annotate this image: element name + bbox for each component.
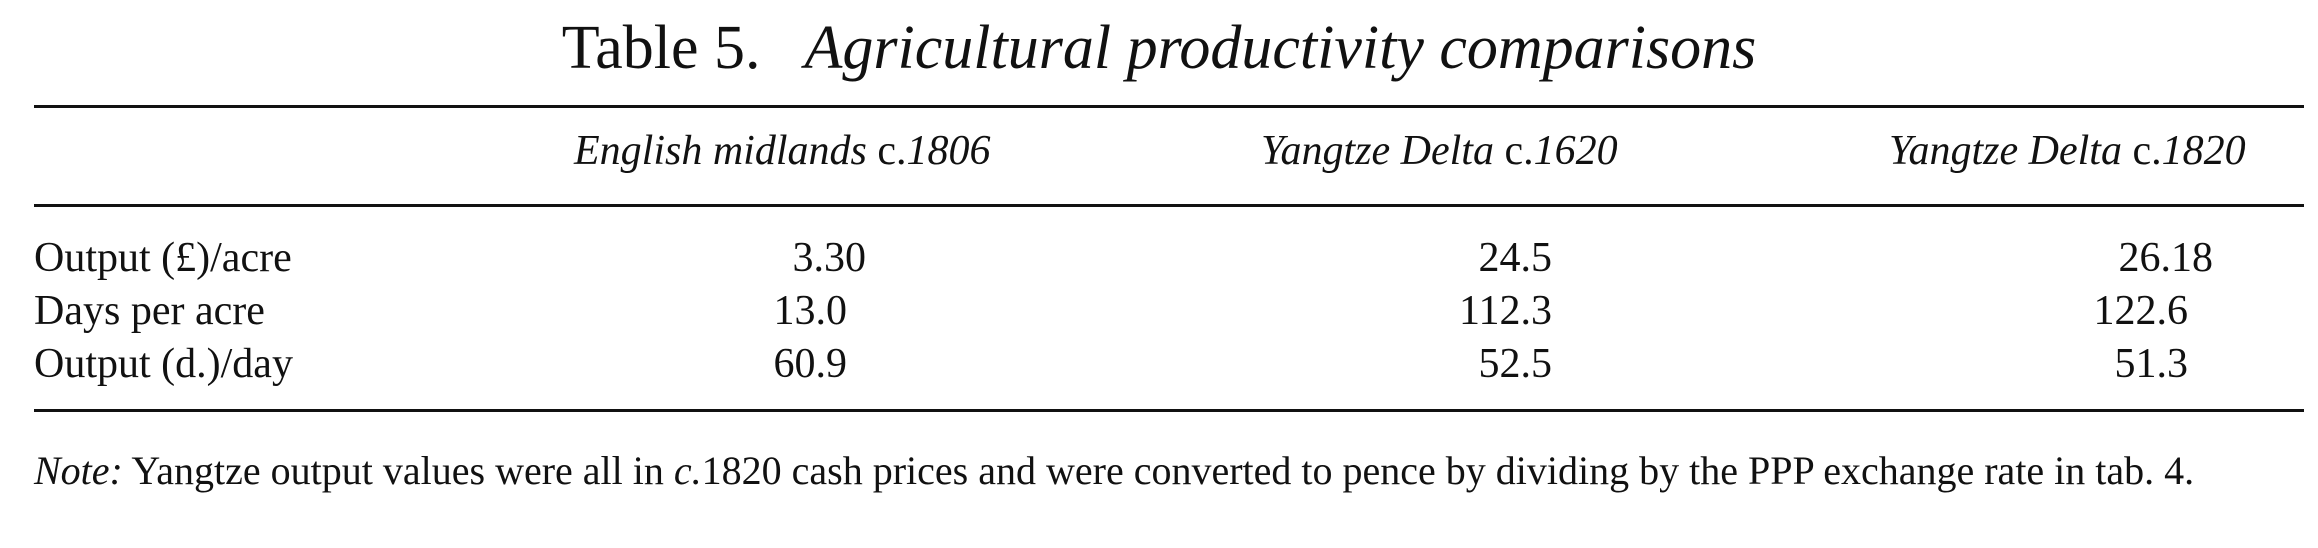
column-header-place: Yangtze Delta (1889, 128, 2122, 174)
note-text-before: Yangtze output values were all in (131, 448, 664, 493)
column-header-circa: c. (877, 128, 907, 174)
column-header-place: English midlands (574, 128, 867, 174)
table-cell: 51.3 (2114, 341, 2189, 387)
table-cell: 24.5 (1478, 235, 1553, 281)
table-cell: 26.18 (2118, 235, 2214, 281)
column-header-circa: c. (2132, 128, 2162, 174)
table-cell: 3.30 (792, 235, 867, 281)
table-cell: 60.9 (773, 341, 848, 387)
row-label: Output (£)/acre (34, 235, 292, 281)
top-rule (34, 105, 2304, 108)
note-text-after: 1820 cash prices and were converted to p… (701, 448, 2195, 493)
table-row: Output (£)/acre 3.30 24.5 26.18 (34, 232, 2304, 284)
column-header-year: 1620 (1533, 128, 1618, 174)
table-cell: 112.3 (1459, 288, 1552, 334)
table-row: Output (d.)/day 60.9 52.5 51.3 (34, 338, 2304, 390)
table-cell: 13.0 (773, 288, 848, 334)
table-cell: 122.6 (2093, 288, 2189, 334)
row-label: Days per acre (34, 288, 265, 334)
table-row: Days per acre 13.0 112.3 122.6 (34, 285, 2304, 337)
bottom-rule (34, 409, 2304, 412)
column-header-year: 1806 (906, 128, 991, 174)
column-header-circa: c. (1504, 128, 1534, 174)
note-circa: c. (673, 448, 702, 493)
column-header-place: Yangtze Delta (1261, 128, 1494, 174)
table-caption: Table 5. Agricultural productivity compar… (0, 12, 2318, 84)
note-label: Note: (34, 448, 123, 493)
column-header-english-midlands-1806: English midlands c.1806 (574, 124, 991, 178)
column-header-year: 1820 (2161, 128, 2246, 174)
table-note: Note: Yangtze output values were all in … (34, 445, 2304, 497)
column-header-yangtze-delta-1820: Yangtze Delta c.1820 (1889, 124, 2246, 178)
table-title: Agricultural productivity comparisons (804, 14, 1757, 82)
row-label: Output (d.)/day (34, 341, 293, 387)
table-cell: 52.5 (1478, 341, 1553, 387)
column-header-yangtze-delta-1620: Yangtze Delta c.1620 (1261, 124, 1618, 178)
header-rule (34, 204, 2304, 207)
table-number: Table 5. (561, 14, 761, 82)
